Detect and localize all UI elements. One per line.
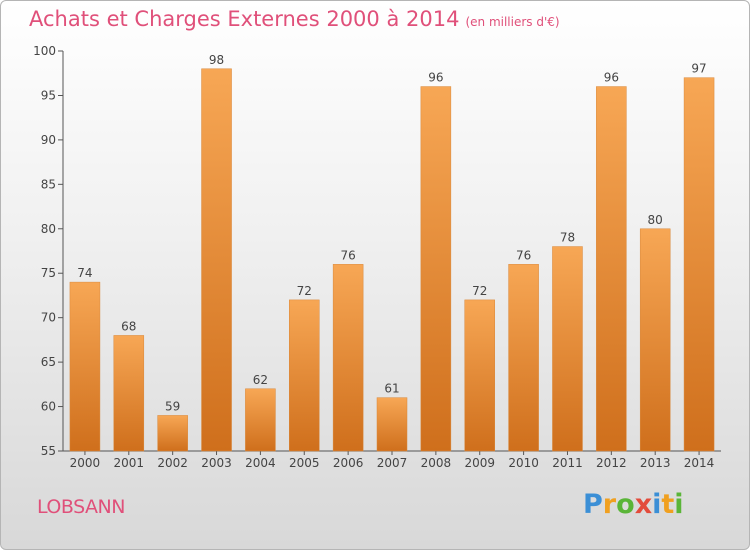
bar-2000: [69, 281, 101, 452]
bar-2001: [113, 335, 145, 452]
x-tick-label-2007: 2007: [377, 456, 408, 470]
data-label-2005: 72: [297, 284, 312, 298]
x-tick-label-2010: 2010: [508, 456, 539, 470]
y-tick-label: 60: [41, 400, 56, 414]
data-label-2003: 98: [209, 53, 224, 67]
x-tick-label-2011: 2011: [552, 456, 583, 470]
data-label-2002: 59: [165, 399, 180, 413]
x-tick-label-2006: 2006: [333, 456, 364, 470]
bar-2005: [289, 299, 320, 452]
commune-name: LOBSANN: [37, 496, 125, 518]
data-label-2014: 97: [691, 62, 706, 76]
bar-2011: [552, 246, 583, 452]
y-tick-label: 55: [41, 444, 56, 458]
y-tick-label: 95: [41, 88, 56, 102]
chart-title-text: Achats et Charges Externes 2000 à 2014: [29, 7, 460, 31]
data-label-2012: 96: [604, 71, 619, 85]
data-label-2006: 76: [340, 248, 355, 262]
data-label-2007: 61: [384, 382, 399, 396]
bar-2008: [420, 86, 452, 452]
x-tick-label-2002: 2002: [157, 456, 188, 470]
y-tick-label: 90: [41, 133, 56, 147]
x-axis: 2000 2001 2002 2003 2004 2005 2006 2007 2008 2009…: [63, 450, 721, 470]
data-label-2004: 62: [253, 373, 268, 387]
bar-2006: [332, 264, 364, 452]
data-label-2008: 96: [428, 71, 443, 85]
x-tick-label-2003: 2003: [201, 456, 232, 470]
bar-2003: [201, 68, 232, 452]
y-axis: 55 60 65 70 75 80 85 90 95 100: [33, 44, 64, 458]
data-label-2001: 68: [121, 319, 136, 333]
y-tick-label: 80: [41, 222, 56, 236]
proxiti-logo[interactable]: Proxiti: [583, 489, 684, 520]
bar-2013: [639, 228, 671, 452]
data-label-2009: 72: [472, 284, 487, 298]
bar-2009: [464, 299, 495, 452]
data-label-2000: 74: [77, 266, 92, 280]
bar-2014: [683, 77, 715, 452]
data-label-2013: 80: [648, 213, 663, 227]
chart-title: Achats et Charges Externes 2000 à 2014 (e…: [29, 7, 560, 31]
y-tick-label: 65: [41, 355, 56, 369]
y-tick-label: 75: [41, 266, 56, 280]
bar-2012: [596, 86, 627, 452]
y-tick-label: 100: [33, 44, 56, 58]
x-tick-label-2013: 2013: [640, 456, 671, 470]
y-tick-label: 85: [41, 177, 56, 191]
x-tick-label-2005: 2005: [289, 456, 320, 470]
bar-2004: [245, 388, 276, 452]
chart-subtitle: (en milliers d'€): [465, 15, 560, 29]
data-label-2010: 76: [516, 248, 531, 262]
x-tick-label-2004: 2004: [245, 456, 276, 470]
bar-2007: [376, 397, 408, 452]
x-tick-label-2008: 2008: [421, 456, 452, 470]
x-tick-label-2000: 2000: [70, 456, 101, 470]
bars: 74 68 59 98 62 72 76 61 96 72 76 78 96 80 97: [69, 53, 715, 452]
x-tick-label-2012: 2012: [596, 456, 627, 470]
data-label-2011: 78: [560, 231, 575, 245]
x-tick-label-2009: 2009: [464, 456, 495, 470]
x-tick-label-2001: 2001: [114, 456, 145, 470]
y-tick-label: 70: [41, 311, 56, 325]
x-tick-label-2014: 2014: [684, 456, 715, 470]
bar-2010: [508, 264, 539, 452]
bar-2002: [157, 415, 188, 452]
